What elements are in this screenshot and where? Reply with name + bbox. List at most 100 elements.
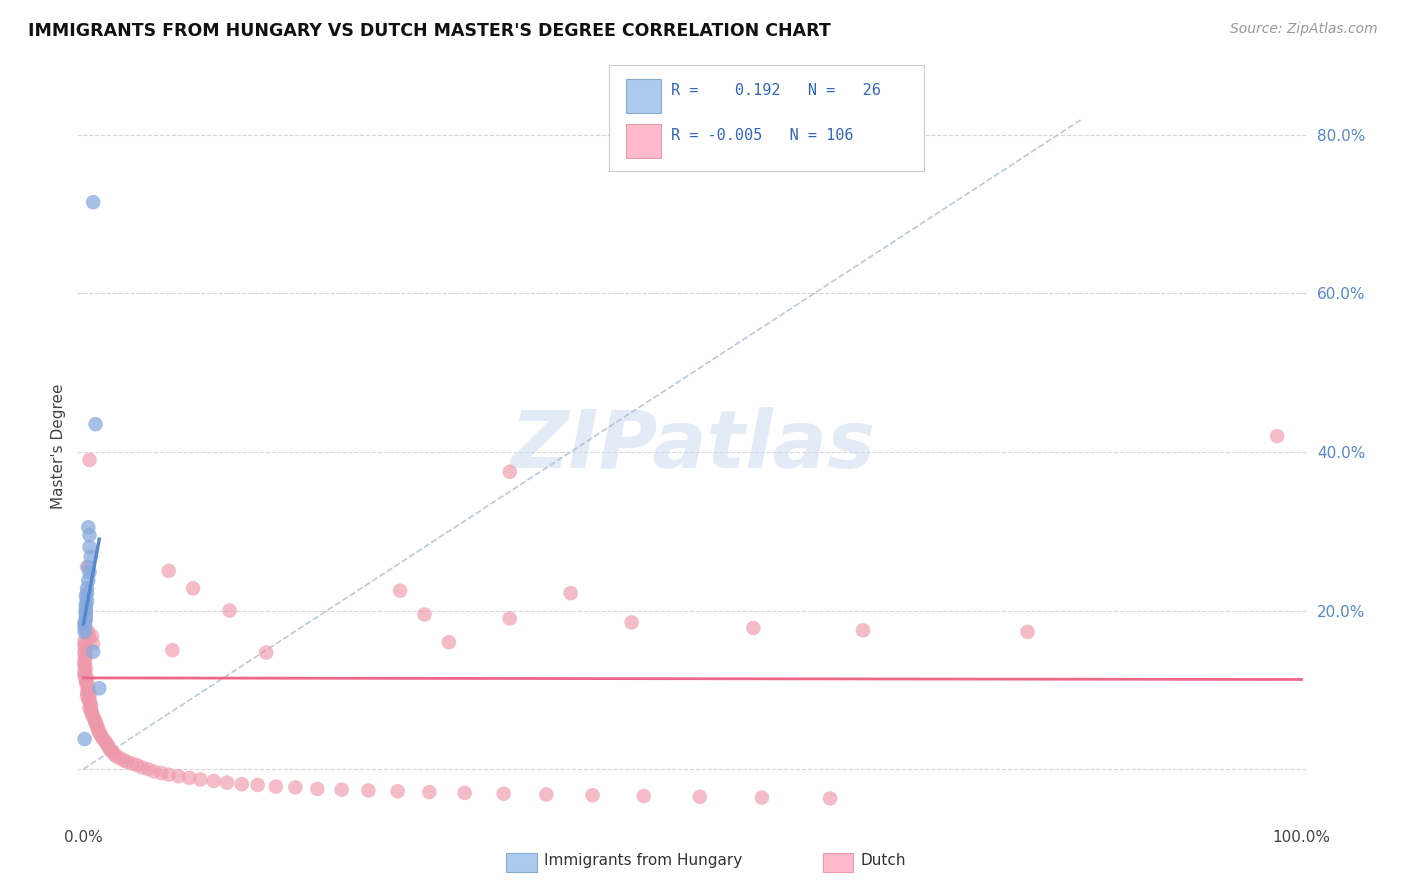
Point xyxy=(246,778,269,792)
Point xyxy=(73,624,96,639)
Point xyxy=(75,662,97,676)
Point xyxy=(387,784,409,798)
Point xyxy=(79,701,101,715)
Point xyxy=(418,785,440,799)
Point xyxy=(76,685,98,699)
Point xyxy=(73,667,96,681)
Point xyxy=(742,621,765,635)
Point xyxy=(90,730,112,744)
Point xyxy=(79,566,101,580)
Point xyxy=(157,767,180,781)
Point xyxy=(103,747,125,761)
Point xyxy=(83,712,105,726)
Point xyxy=(77,520,100,534)
Point xyxy=(77,681,100,695)
Point xyxy=(167,769,190,783)
Point xyxy=(254,646,277,660)
Point xyxy=(1265,429,1288,443)
Text: Source: ZipAtlas.com: Source: ZipAtlas.com xyxy=(1230,22,1378,37)
Point xyxy=(76,560,98,574)
Point xyxy=(284,780,307,795)
Point xyxy=(97,739,120,753)
Point xyxy=(77,692,100,706)
Point xyxy=(79,690,101,705)
Point xyxy=(581,789,603,803)
Point xyxy=(80,707,103,722)
Point xyxy=(75,603,97,617)
Point xyxy=(80,703,103,717)
Point xyxy=(633,789,655,803)
Point xyxy=(84,714,107,729)
Point xyxy=(75,673,97,688)
Point xyxy=(101,745,124,759)
Text: ZIPatlas: ZIPatlas xyxy=(510,407,875,485)
Point xyxy=(162,643,184,657)
Point xyxy=(389,583,412,598)
Point xyxy=(73,668,96,682)
Point xyxy=(80,697,103,711)
Point xyxy=(75,609,97,624)
Point xyxy=(89,725,111,739)
Point xyxy=(84,716,107,731)
Point xyxy=(217,775,239,789)
Point xyxy=(307,781,329,796)
Y-axis label: Master's Degree: Master's Degree xyxy=(51,384,66,508)
Point xyxy=(80,629,103,643)
Point xyxy=(499,611,522,625)
Point xyxy=(76,689,98,703)
Point xyxy=(76,582,98,596)
Point xyxy=(121,756,143,771)
Point xyxy=(87,721,110,735)
Point xyxy=(94,734,117,748)
Point xyxy=(73,639,96,653)
Point xyxy=(73,617,96,632)
Point xyxy=(76,594,98,608)
Text: Dutch: Dutch xyxy=(860,853,905,868)
Point xyxy=(136,762,159,776)
Point xyxy=(77,574,100,588)
Point xyxy=(1017,624,1039,639)
Point xyxy=(98,743,121,757)
Text: Immigrants from Hungary: Immigrants from Hungary xyxy=(544,853,742,868)
Point xyxy=(75,601,97,615)
Point xyxy=(75,613,97,627)
Point xyxy=(79,687,101,701)
Point xyxy=(202,774,225,789)
Point xyxy=(157,564,180,578)
Point xyxy=(264,780,287,794)
Point xyxy=(150,766,173,780)
Point xyxy=(108,751,131,765)
Point xyxy=(179,771,201,785)
Point xyxy=(73,731,96,746)
Text: R =    0.192   N =   26: R = 0.192 N = 26 xyxy=(671,83,880,98)
Point xyxy=(453,786,475,800)
Point xyxy=(143,764,166,779)
Point xyxy=(73,633,96,648)
Point xyxy=(112,753,135,767)
Point xyxy=(73,615,96,630)
Point xyxy=(413,607,436,622)
Point xyxy=(492,787,515,801)
Point xyxy=(73,653,96,667)
Point xyxy=(73,659,96,673)
Point xyxy=(86,718,108,732)
Point xyxy=(82,637,104,651)
Point xyxy=(852,624,875,638)
Point xyxy=(125,758,148,772)
Point xyxy=(131,760,153,774)
Point xyxy=(79,453,101,467)
Point xyxy=(818,791,841,805)
Text: IMMIGRANTS FROM HUNGARY VS DUTCH MASTER'S DEGREE CORRELATION CHART: IMMIGRANTS FROM HUNGARY VS DUTCH MASTER'… xyxy=(28,22,831,40)
Point xyxy=(73,647,96,661)
Point xyxy=(98,740,121,755)
Point xyxy=(76,671,98,685)
Point xyxy=(73,637,96,651)
Point xyxy=(89,681,111,696)
Point xyxy=(620,615,643,630)
Point xyxy=(77,625,100,640)
Point xyxy=(231,777,253,791)
Point xyxy=(75,641,97,656)
Point xyxy=(218,603,240,617)
Point xyxy=(73,645,96,659)
Point xyxy=(91,731,114,746)
